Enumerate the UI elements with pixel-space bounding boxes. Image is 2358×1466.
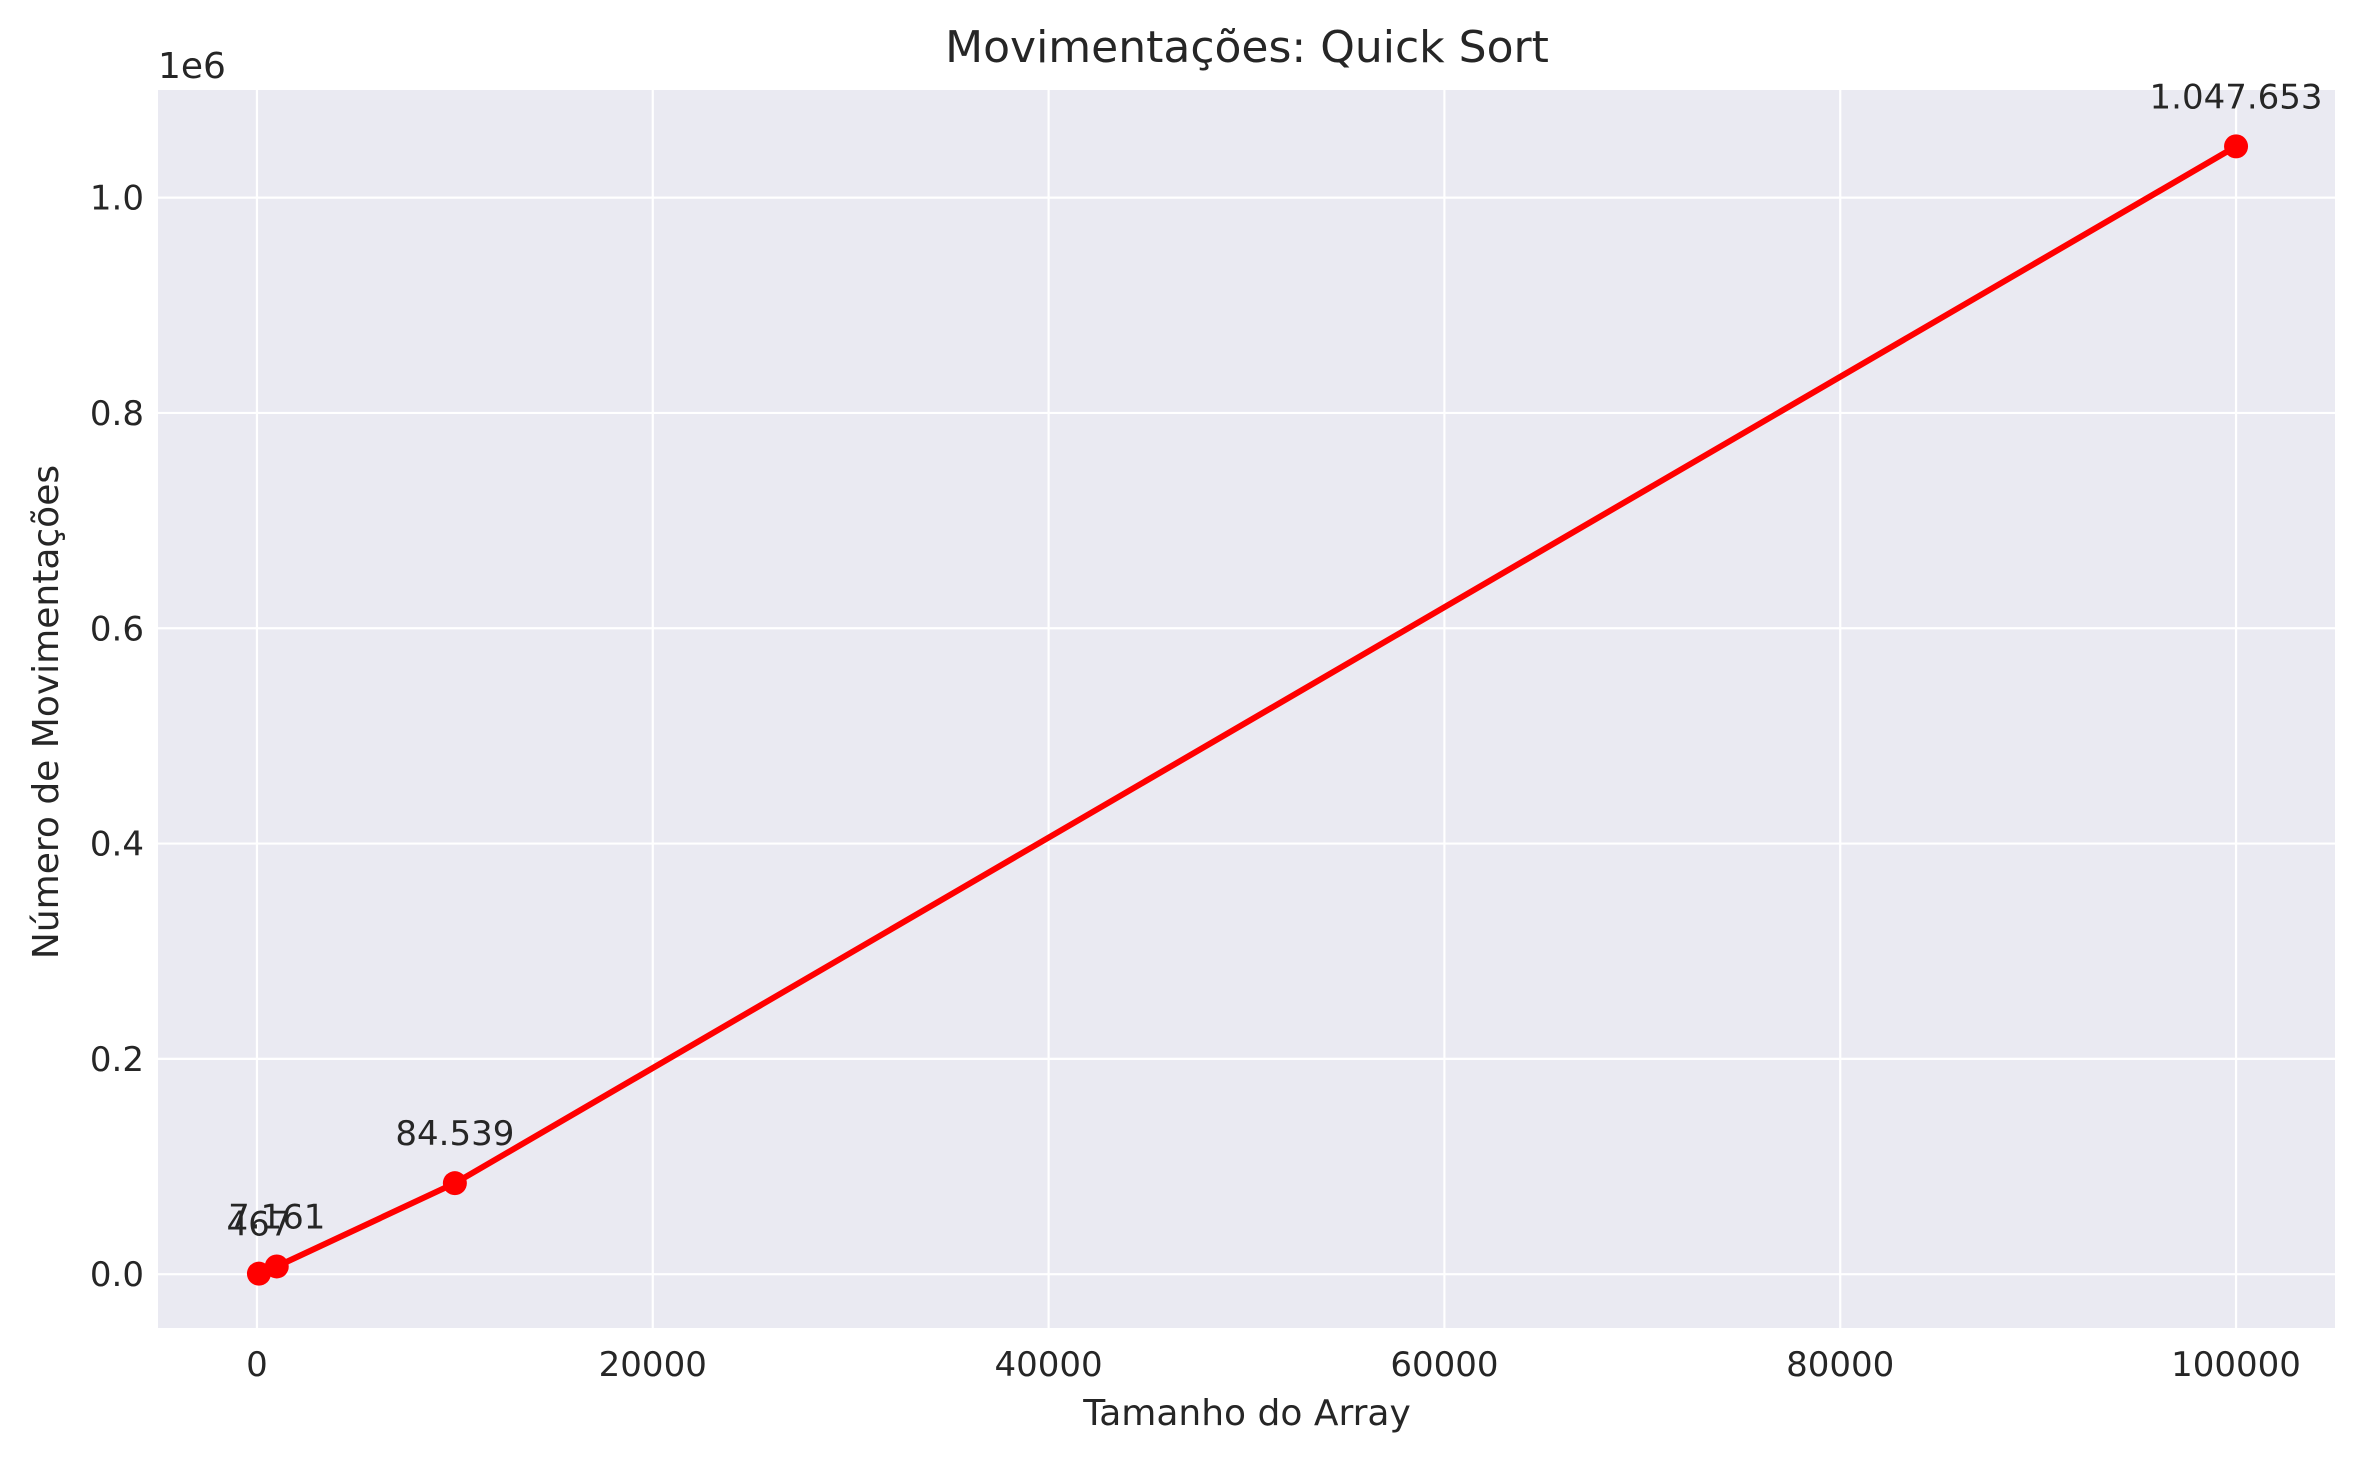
data-point (264, 1254, 289, 1279)
y-tick-label: 1.0 (90, 179, 144, 219)
y-tick-label: 0.6 (90, 609, 144, 649)
y-tick-label: 0.8 (90, 394, 144, 434)
x-tick-label: 40000 (995, 1345, 1103, 1385)
plot-background (158, 90, 2335, 1328)
grid-lines (158, 90, 2335, 1328)
x-axis-label: Tamanho do Array (1082, 1393, 1411, 1434)
y-tick-label: 0.2 (90, 1040, 144, 1080)
data-label: 7.161 (228, 1197, 325, 1237)
x-tick-label: 80000 (1786, 1345, 1894, 1385)
x-tick-label: 20000 (599, 1345, 707, 1385)
data-point (442, 1171, 467, 1196)
y-axis-label: Número de Movimentações (26, 465, 67, 959)
x-tick-label: 100000 (2171, 1345, 2301, 1385)
x-tick-label: 0 (246, 1345, 268, 1385)
series-group (246, 134, 2249, 1286)
data-point (2224, 134, 2249, 159)
y-tick-label: 0.4 (90, 825, 144, 865)
y-tick-label: 0.0 (90, 1255, 144, 1295)
data-label: 1.047.653 (2150, 77, 2323, 117)
tick-labels: 0 20000 40000 60000 80000 100000 0.0 0.2 0.4 0.6 0… (90, 179, 2301, 1385)
y-axis-offset-label: 1e6 (158, 46, 226, 87)
chart-title: Movimentações: Quick Sort (945, 22, 1549, 73)
x-tick-label: 60000 (1390, 1345, 1498, 1385)
data-label: 467 (226, 1205, 291, 1245)
data-label: 84.539 (395, 1114, 514, 1154)
